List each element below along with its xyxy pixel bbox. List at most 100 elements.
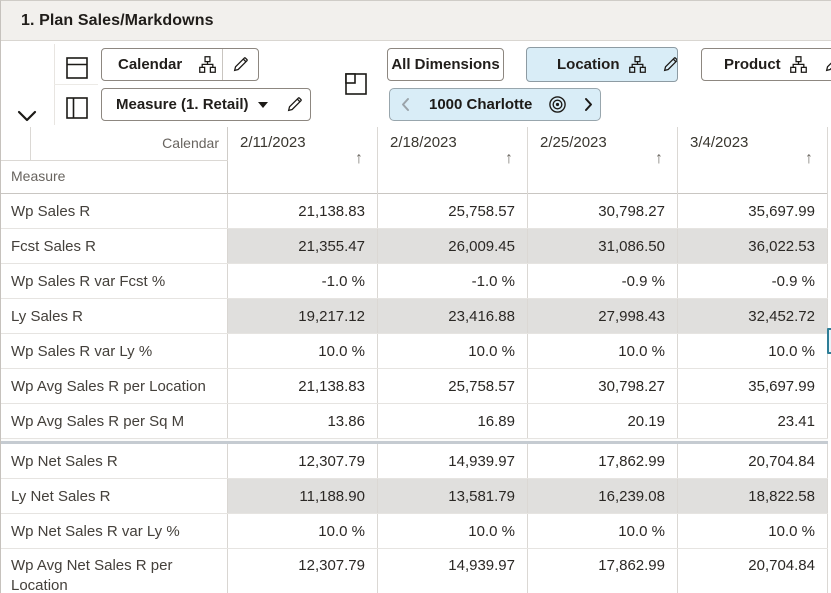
sort-ascending-icon[interactable]: ↑	[355, 150, 363, 167]
grid-cell[interactable]: 10.0 %	[678, 334, 828, 368]
grid-cell[interactable]: 30,798.27	[528, 369, 678, 403]
sort-ascending-icon[interactable]: ↑	[805, 150, 813, 167]
vertical-scrollbar-thumb[interactable]	[827, 328, 831, 354]
grid-cell[interactable]: 16,239.08	[528, 479, 678, 513]
grid-cell[interactable]: 23.41	[678, 404, 828, 438]
calendar-hierarchy-icon[interactable]	[190, 49, 222, 80]
grid-cell[interactable]: 10.0 %	[678, 514, 828, 548]
grid-cell[interactable]: 10.0 %	[528, 334, 678, 368]
row-axis-button[interactable]	[63, 94, 91, 122]
calendar-edit-icon[interactable]	[223, 49, 258, 80]
collapse-toolbar-button[interactable]	[13, 104, 41, 128]
grid-cell[interactable]: -1.0 %	[378, 264, 528, 298]
grid-cell[interactable]: 32,452.72	[678, 299, 828, 333]
grid-cell[interactable]: 20.19	[528, 404, 678, 438]
grid-cell[interactable]: 20,704.84	[678, 444, 828, 478]
grid-cell[interactable]: 26,009.45	[378, 229, 528, 263]
axis-row-divider	[54, 84, 98, 85]
grid-cell[interactable]: 19,217.12	[228, 299, 378, 333]
page-layout-button[interactable]	[341, 69, 371, 99]
button-divider	[222, 49, 223, 80]
grid-cell[interactable]: 23,416.88	[378, 299, 528, 333]
row-header-measure[interactable]: Wp Avg Sales R per Sq M	[1, 404, 228, 438]
grid-cell[interactable]: 11,188.90	[228, 479, 378, 513]
caret-down-icon[interactable]	[249, 89, 277, 120]
row-header-label: Ly Sales R	[11, 307, 83, 325]
row-header-measure[interactable]: Wp Avg Net Sales R per Location	[1, 549, 228, 593]
column-header[interactable]: 2/18/2023 ↑	[378, 127, 528, 194]
row-header-measure[interactable]: Wp Net Sales R	[1, 444, 228, 478]
row-header-measure[interactable]: Wp Sales R var Fcst %	[1, 264, 228, 298]
calendar-axis-button[interactable]: Calendar	[101, 48, 259, 81]
row-header-measure[interactable]: Ly Sales R	[1, 299, 228, 333]
row-header-label: Wp Sales R var Fcst %	[11, 272, 166, 290]
sort-ascending-icon[interactable]: ↑	[505, 150, 513, 167]
grid-cell[interactable]: 10.0 %	[228, 334, 378, 368]
grid-cell[interactable]: 21,138.83	[228, 194, 378, 228]
column-header-label: 3/4/2023	[690, 134, 749, 151]
measure-axis-button[interactable]: Measure (1. Retail)	[101, 88, 311, 121]
row-header-label: Wp Sales R var Ly %	[11, 342, 153, 360]
grid-cell[interactable]: 31,086.50	[528, 229, 678, 263]
current-position-label: 1000 Charlotte	[429, 96, 533, 113]
grid-cell[interactable]: 20,704.84	[678, 549, 828, 593]
grid-cell[interactable]: 14,939.97	[378, 549, 528, 593]
table-row: Fcst Sales R 21,355.47 26,009.45 31,086.50…	[1, 229, 828, 264]
grid-cell[interactable]: -0.9 %	[528, 264, 678, 298]
location-edit-icon[interactable]	[653, 48, 677, 81]
grid-cell[interactable]: 13.86	[228, 404, 378, 438]
grid-cell[interactable]: 10.0 %	[528, 514, 678, 548]
grid-cell[interactable]: 10.0 %	[228, 514, 378, 548]
row-header-measure[interactable]: Wp Avg Sales R per Location	[1, 369, 228, 403]
view-titlebar: 1. Plan Sales/Markdowns	[1, 1, 831, 41]
row-header-measure[interactable]: Ly Net Sales R	[1, 479, 228, 513]
grid-cell[interactable]: 13,581.79	[378, 479, 528, 513]
grid-cell[interactable]: 16.89	[378, 404, 528, 438]
table-row: Wp Avg Net Sales R per Location 12,307.7…	[1, 549, 828, 593]
all-dimensions-button[interactable]: All Dimensions	[387, 48, 504, 81]
grid-cell[interactable]: 17,862.99	[528, 444, 678, 478]
column-axis-button[interactable]	[63, 54, 91, 82]
grid-cell[interactable]: 17,862.99	[528, 549, 678, 593]
location-hierarchy-icon[interactable]	[620, 48, 653, 81]
column-header[interactable]: 2/25/2023 ↑	[528, 127, 678, 194]
grid-cell[interactable]: 30,798.27	[528, 194, 678, 228]
row-header-label: Ly Net Sales R	[11, 487, 111, 505]
row-header-gutter	[1, 127, 31, 160]
grid-cell[interactable]: 35,697.99	[678, 369, 828, 403]
grid-cell[interactable]: 27,998.43	[528, 299, 678, 333]
product-edit-icon[interactable]	[815, 49, 831, 80]
row-header-measure[interactable]: Wp Sales R	[1, 194, 228, 228]
next-position-button[interactable]	[583, 97, 594, 112]
grid-cell[interactable]: 25,758.57	[378, 369, 528, 403]
grid-cell[interactable]: -0.9 %	[678, 264, 828, 298]
grid-cell[interactable]: 10.0 %	[378, 514, 528, 548]
row-header-label: Wp Avg Sales R per Location	[11, 377, 206, 395]
location-dimension-button[interactable]: Location	[526, 47, 678, 82]
grid-cell[interactable]: -1.0 %	[228, 264, 378, 298]
product-dimension-button[interactable]: Product	[701, 48, 831, 81]
grid-cell[interactable]: 12,307.79	[228, 549, 378, 593]
grid-cell[interactable]: 14,939.97	[378, 444, 528, 478]
grid-cell[interactable]: 21,138.83	[228, 369, 378, 403]
grid-cell[interactable]: 12,307.79	[228, 444, 378, 478]
row-header-measure[interactable]: Wp Sales R var Ly %	[1, 334, 228, 368]
measure-edit-icon[interactable]	[277, 89, 310, 120]
scope-button[interactable]	[548, 95, 567, 114]
column-header[interactable]: 2/11/2023 ↑	[228, 127, 378, 194]
grid-cell[interactable]: 21,355.47	[228, 229, 378, 263]
row-header-label: Wp Net Sales R	[11, 452, 118, 470]
previous-position-button[interactable]	[400, 97, 411, 112]
grid-cell[interactable]: 36,022.53	[678, 229, 828, 263]
grid-cell[interactable]: 10.0 %	[378, 334, 528, 368]
product-hierarchy-icon[interactable]	[781, 49, 815, 80]
row-header-measure[interactable]: Fcst Sales R	[1, 229, 228, 263]
grid-cell[interactable]: 35,697.99	[678, 194, 828, 228]
column-header[interactable]: 3/4/2023 ↑	[678, 127, 828, 194]
grid-cell[interactable]: 25,758.57	[378, 194, 528, 228]
chevron-down-icon	[17, 109, 37, 123]
row-header-measure[interactable]: Wp Net Sales R var Ly %	[1, 514, 228, 548]
grid-cell[interactable]: 18,822.58	[678, 479, 828, 513]
sort-ascending-icon[interactable]: ↑	[655, 150, 663, 167]
column-header-label: 2/11/2023	[240, 134, 306, 151]
